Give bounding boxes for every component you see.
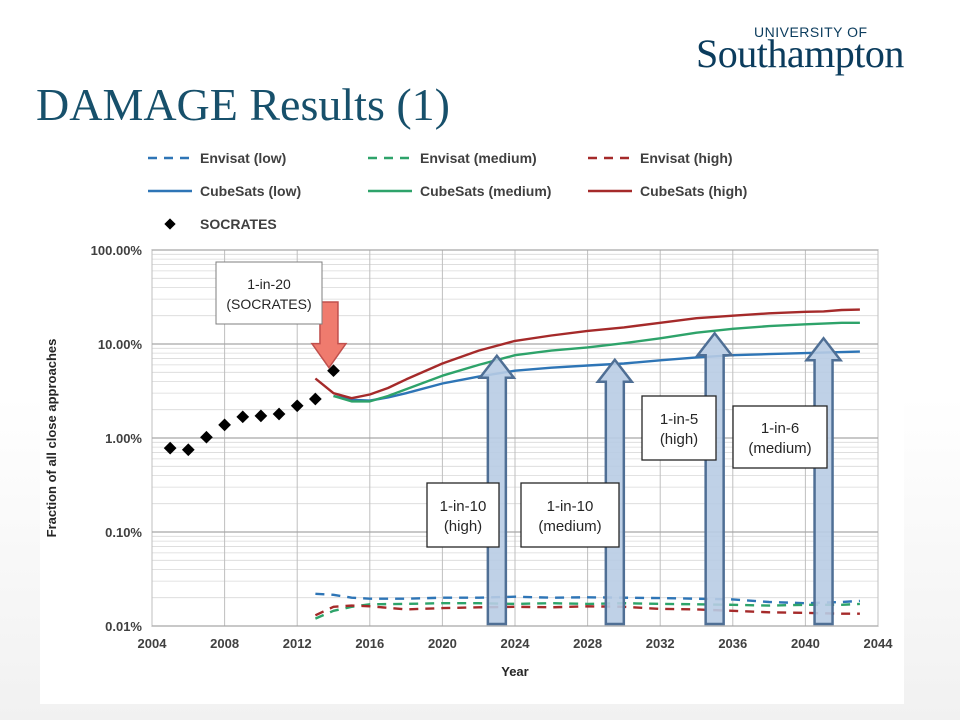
series-line-cubesats-high xyxy=(314,308,860,400)
legend-item: Envisat (low) xyxy=(148,150,286,166)
legend-label: CubeSats (medium) xyxy=(420,183,551,199)
x-tick-label: 2012 xyxy=(283,636,312,651)
x-tick-label: 2036 xyxy=(718,636,747,651)
socrates-point xyxy=(218,418,231,432)
annotation-line: (medium) xyxy=(538,518,601,535)
legend-item: CubeSats (medium) xyxy=(368,183,551,199)
annotation-label: 1-in-6 (medium) xyxy=(748,420,811,457)
y-tick-label: 100.00% xyxy=(91,243,143,258)
x-tick-label: 2028 xyxy=(573,636,602,651)
series-line-cubesats-medium xyxy=(333,321,860,403)
socrates-point xyxy=(163,441,177,455)
y-tick-label: 10.00% xyxy=(98,337,143,352)
legend-label: SOCRATES xyxy=(200,216,277,232)
annotation-line: 1-in-5 xyxy=(660,411,698,428)
annotation-line: 1-in-10 xyxy=(547,498,594,515)
y-tick-label: 0.01% xyxy=(105,619,142,634)
x-tick-label: 2024 xyxy=(501,636,531,651)
logo-southampton: Southampton xyxy=(696,31,904,76)
legend-label: CubeSats (high) xyxy=(640,183,747,199)
annotation-box xyxy=(641,395,717,461)
annotation-label: 1-in-10 (high) xyxy=(440,498,487,535)
socrates-point xyxy=(200,430,213,444)
legend-label: CubeSats (low) xyxy=(200,183,301,199)
slide-title: DAMAGE Results (1) xyxy=(36,79,450,130)
legend-item: SOCRATES xyxy=(164,216,277,232)
socrates-point xyxy=(254,409,268,423)
x-tick-label: 2004 xyxy=(138,636,168,651)
legend-label: Envisat (low) xyxy=(200,150,286,166)
legend-label: Envisat (high) xyxy=(640,150,733,166)
series-line-envisat-low xyxy=(315,592,860,605)
x-tick-label: 2032 xyxy=(646,636,675,651)
annotation-label: 1-in-5 (high) xyxy=(660,411,698,448)
y-tick-label: 1.00% xyxy=(105,431,142,446)
annotation-line: (high) xyxy=(660,431,698,448)
series-line-envisat-medium xyxy=(314,602,860,620)
chart: 2004 2008 2012 2016 2020 2024 2028 2032 2036 2040… xyxy=(44,150,894,679)
annotation-line: (SOCRATES) xyxy=(226,296,311,312)
socrates-point xyxy=(272,407,286,421)
legend-item: Envisat (high) xyxy=(588,150,733,166)
annotation-box xyxy=(520,482,620,548)
legend-marker xyxy=(164,218,176,230)
annotation-box xyxy=(215,261,323,325)
legend-item: CubeSats (low) xyxy=(148,183,301,199)
series-line-envisat-high xyxy=(314,604,860,617)
y-axis-title: Fraction of all close approaches xyxy=(44,339,59,538)
university-logo: UNIVERSITY OF Southampton xyxy=(696,22,926,82)
annotation-box xyxy=(732,405,828,469)
chart-panel: 2004 2008 2012 2016 2020 2024 2028 2032 2036 2040… xyxy=(40,140,904,704)
annotation-label: 1-in-20 (SOCRATES) xyxy=(226,276,311,312)
legend-label: Envisat (medium) xyxy=(420,150,537,166)
annotation-box xyxy=(426,482,500,548)
x-tick-label: 2016 xyxy=(355,636,384,651)
x-axis-title: Year xyxy=(501,664,528,679)
socrates-point xyxy=(290,399,304,413)
annotation-line: (medium) xyxy=(748,440,811,457)
socrates-point xyxy=(181,443,195,457)
legend-item: Envisat (medium) xyxy=(368,150,537,166)
socrates-point xyxy=(327,364,340,378)
x-tick-label: 2040 xyxy=(791,636,820,651)
socrates-point xyxy=(236,410,250,424)
y-tick-label: 0.10% xyxy=(105,525,142,540)
annotation-line: 1-in-20 xyxy=(247,276,291,292)
annotation-line: 1-in-6 xyxy=(761,420,799,437)
annotation-label: 1-in-10 (medium) xyxy=(538,498,601,535)
x-tick-label: 2008 xyxy=(210,636,239,651)
x-tick-label: 2020 xyxy=(428,636,457,651)
x-tick-label: 2044 xyxy=(864,636,894,651)
legend-item: CubeSats (high) xyxy=(588,183,747,199)
annotation-line: 1-in-10 xyxy=(440,498,487,515)
annotation-line: (high) xyxy=(444,518,482,535)
logo-university-of: UNIVERSITY OF xyxy=(754,24,868,40)
